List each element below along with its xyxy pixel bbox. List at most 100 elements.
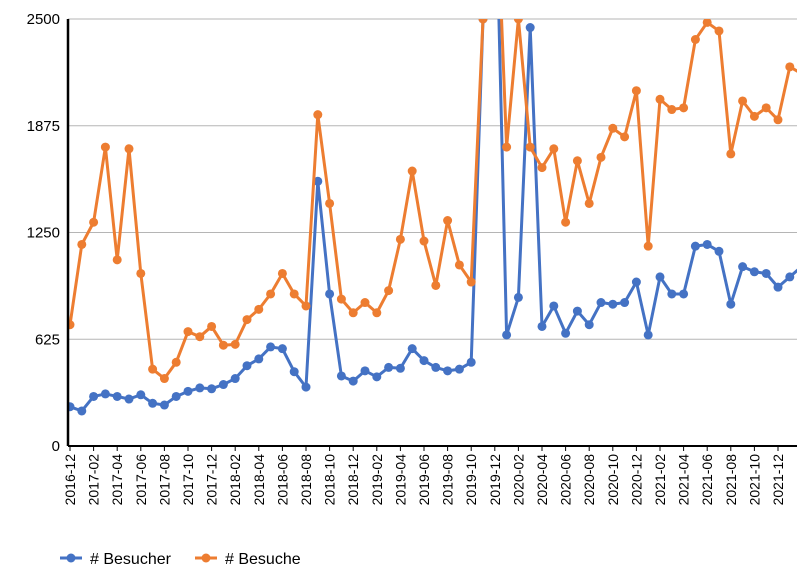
x-tick-label: 2017-06: [133, 454, 149, 506]
x-tick-label: 2019-02: [369, 454, 385, 506]
x-tick-label: 2021-08: [723, 454, 739, 506]
data-point: [301, 382, 311, 392]
data-point: [726, 149, 736, 159]
data-point: [419, 236, 429, 246]
data-point: [360, 366, 370, 376]
series-line: [68, 19, 797, 381]
data-point: [466, 357, 476, 367]
x-tick-label: 2018-06: [274, 454, 290, 506]
data-point: [348, 376, 358, 386]
y-tick-label: 1875: [27, 118, 60, 135]
data-point: [77, 239, 87, 249]
x-tick-label: 2017-02: [86, 454, 102, 506]
legend-item-besuche: # Besuche: [195, 551, 301, 566]
data-point: [690, 34, 700, 44]
legend-swatch-marker: [66, 553, 76, 563]
data-point: [159, 400, 169, 410]
x-tick-label: 2020-08: [581, 454, 597, 506]
data-point: [525, 142, 535, 152]
data-point: [407, 344, 417, 354]
series-besuche: [68, 19, 797, 384]
data-point: [572, 306, 582, 316]
data-point: [655, 94, 665, 104]
x-tick-label: 2018-12: [345, 454, 361, 506]
data-point: [443, 366, 453, 376]
data-point: [726, 299, 736, 309]
data-point: [395, 234, 405, 244]
data-point: [643, 330, 653, 340]
data-point: [454, 260, 464, 270]
data-point: [667, 105, 677, 115]
data-point: [502, 142, 512, 152]
data-point: [419, 356, 429, 366]
x-tick-label: 2018-10: [322, 454, 338, 506]
data-point: [301, 301, 311, 311]
axes: [66, 19, 797, 451]
data-point: [502, 330, 512, 340]
data-point: [679, 103, 689, 113]
data-point: [631, 277, 641, 287]
data-point: [513, 19, 523, 24]
data-point: [773, 115, 783, 125]
series-besucher: [68, 19, 797, 416]
data-point: [183, 327, 193, 337]
legend-item-besucher: # Besucher: [60, 551, 172, 566]
data-point: [266, 342, 276, 352]
data-point: [325, 289, 335, 299]
data-point: [77, 406, 87, 416]
data-point: [171, 391, 181, 401]
data-point: [325, 198, 335, 208]
data-point: [124, 394, 134, 404]
x-tick-label: 2019-04: [392, 454, 408, 506]
data-point: [761, 103, 771, 113]
y-tick-label: 0: [52, 438, 60, 455]
data-point: [714, 26, 724, 36]
data-point: [596, 152, 606, 162]
x-tick-label: 2021-10: [746, 454, 762, 506]
data-point: [159, 374, 169, 384]
data-point: [431, 280, 441, 290]
series-line: [69, 19, 797, 413]
data-point: [407, 166, 417, 176]
y-tick-label: 625: [35, 331, 60, 348]
legend-swatch-marker: [201, 553, 211, 563]
data-point: [561, 217, 571, 227]
data-point: [136, 390, 146, 400]
data-point: [100, 142, 110, 152]
data-point: [667, 289, 677, 299]
x-tick-label: 2021-06: [699, 454, 715, 506]
data-point: [195, 332, 205, 342]
data-point: [549, 144, 559, 154]
y-tick-label: 1250: [27, 225, 60, 242]
data-point: [749, 267, 759, 277]
data-point: [289, 289, 299, 299]
data-point: [549, 301, 559, 311]
data-point: [631, 86, 641, 96]
data-point: [714, 246, 724, 256]
data-point: [136, 268, 146, 278]
x-tick-label: 2019-06: [416, 454, 432, 506]
x-tick-label: 2020-02: [510, 454, 526, 506]
data-point: [513, 292, 523, 302]
data-point: [313, 176, 323, 186]
x-tick-label: 2020-10: [605, 454, 621, 506]
data-point: [313, 110, 323, 120]
data-point: [785, 62, 795, 72]
data-point: [620, 132, 630, 142]
data-point: [195, 383, 205, 393]
legend: # Besucher # Besuche: [60, 551, 301, 566]
x-tick-label: 2019-12: [487, 454, 503, 506]
data-point: [254, 304, 264, 314]
data-point: [89, 217, 99, 227]
x-tick-label: 2018-04: [251, 454, 267, 506]
x-tick-label: 2021-12: [770, 454, 786, 506]
data-point: [679, 289, 689, 299]
data-point: [112, 255, 122, 265]
data-point: [384, 362, 394, 372]
series-group: [68, 19, 797, 416]
data-point: [289, 367, 299, 377]
data-point: [690, 241, 700, 251]
data-point: [395, 363, 405, 373]
data-point: [230, 374, 240, 384]
